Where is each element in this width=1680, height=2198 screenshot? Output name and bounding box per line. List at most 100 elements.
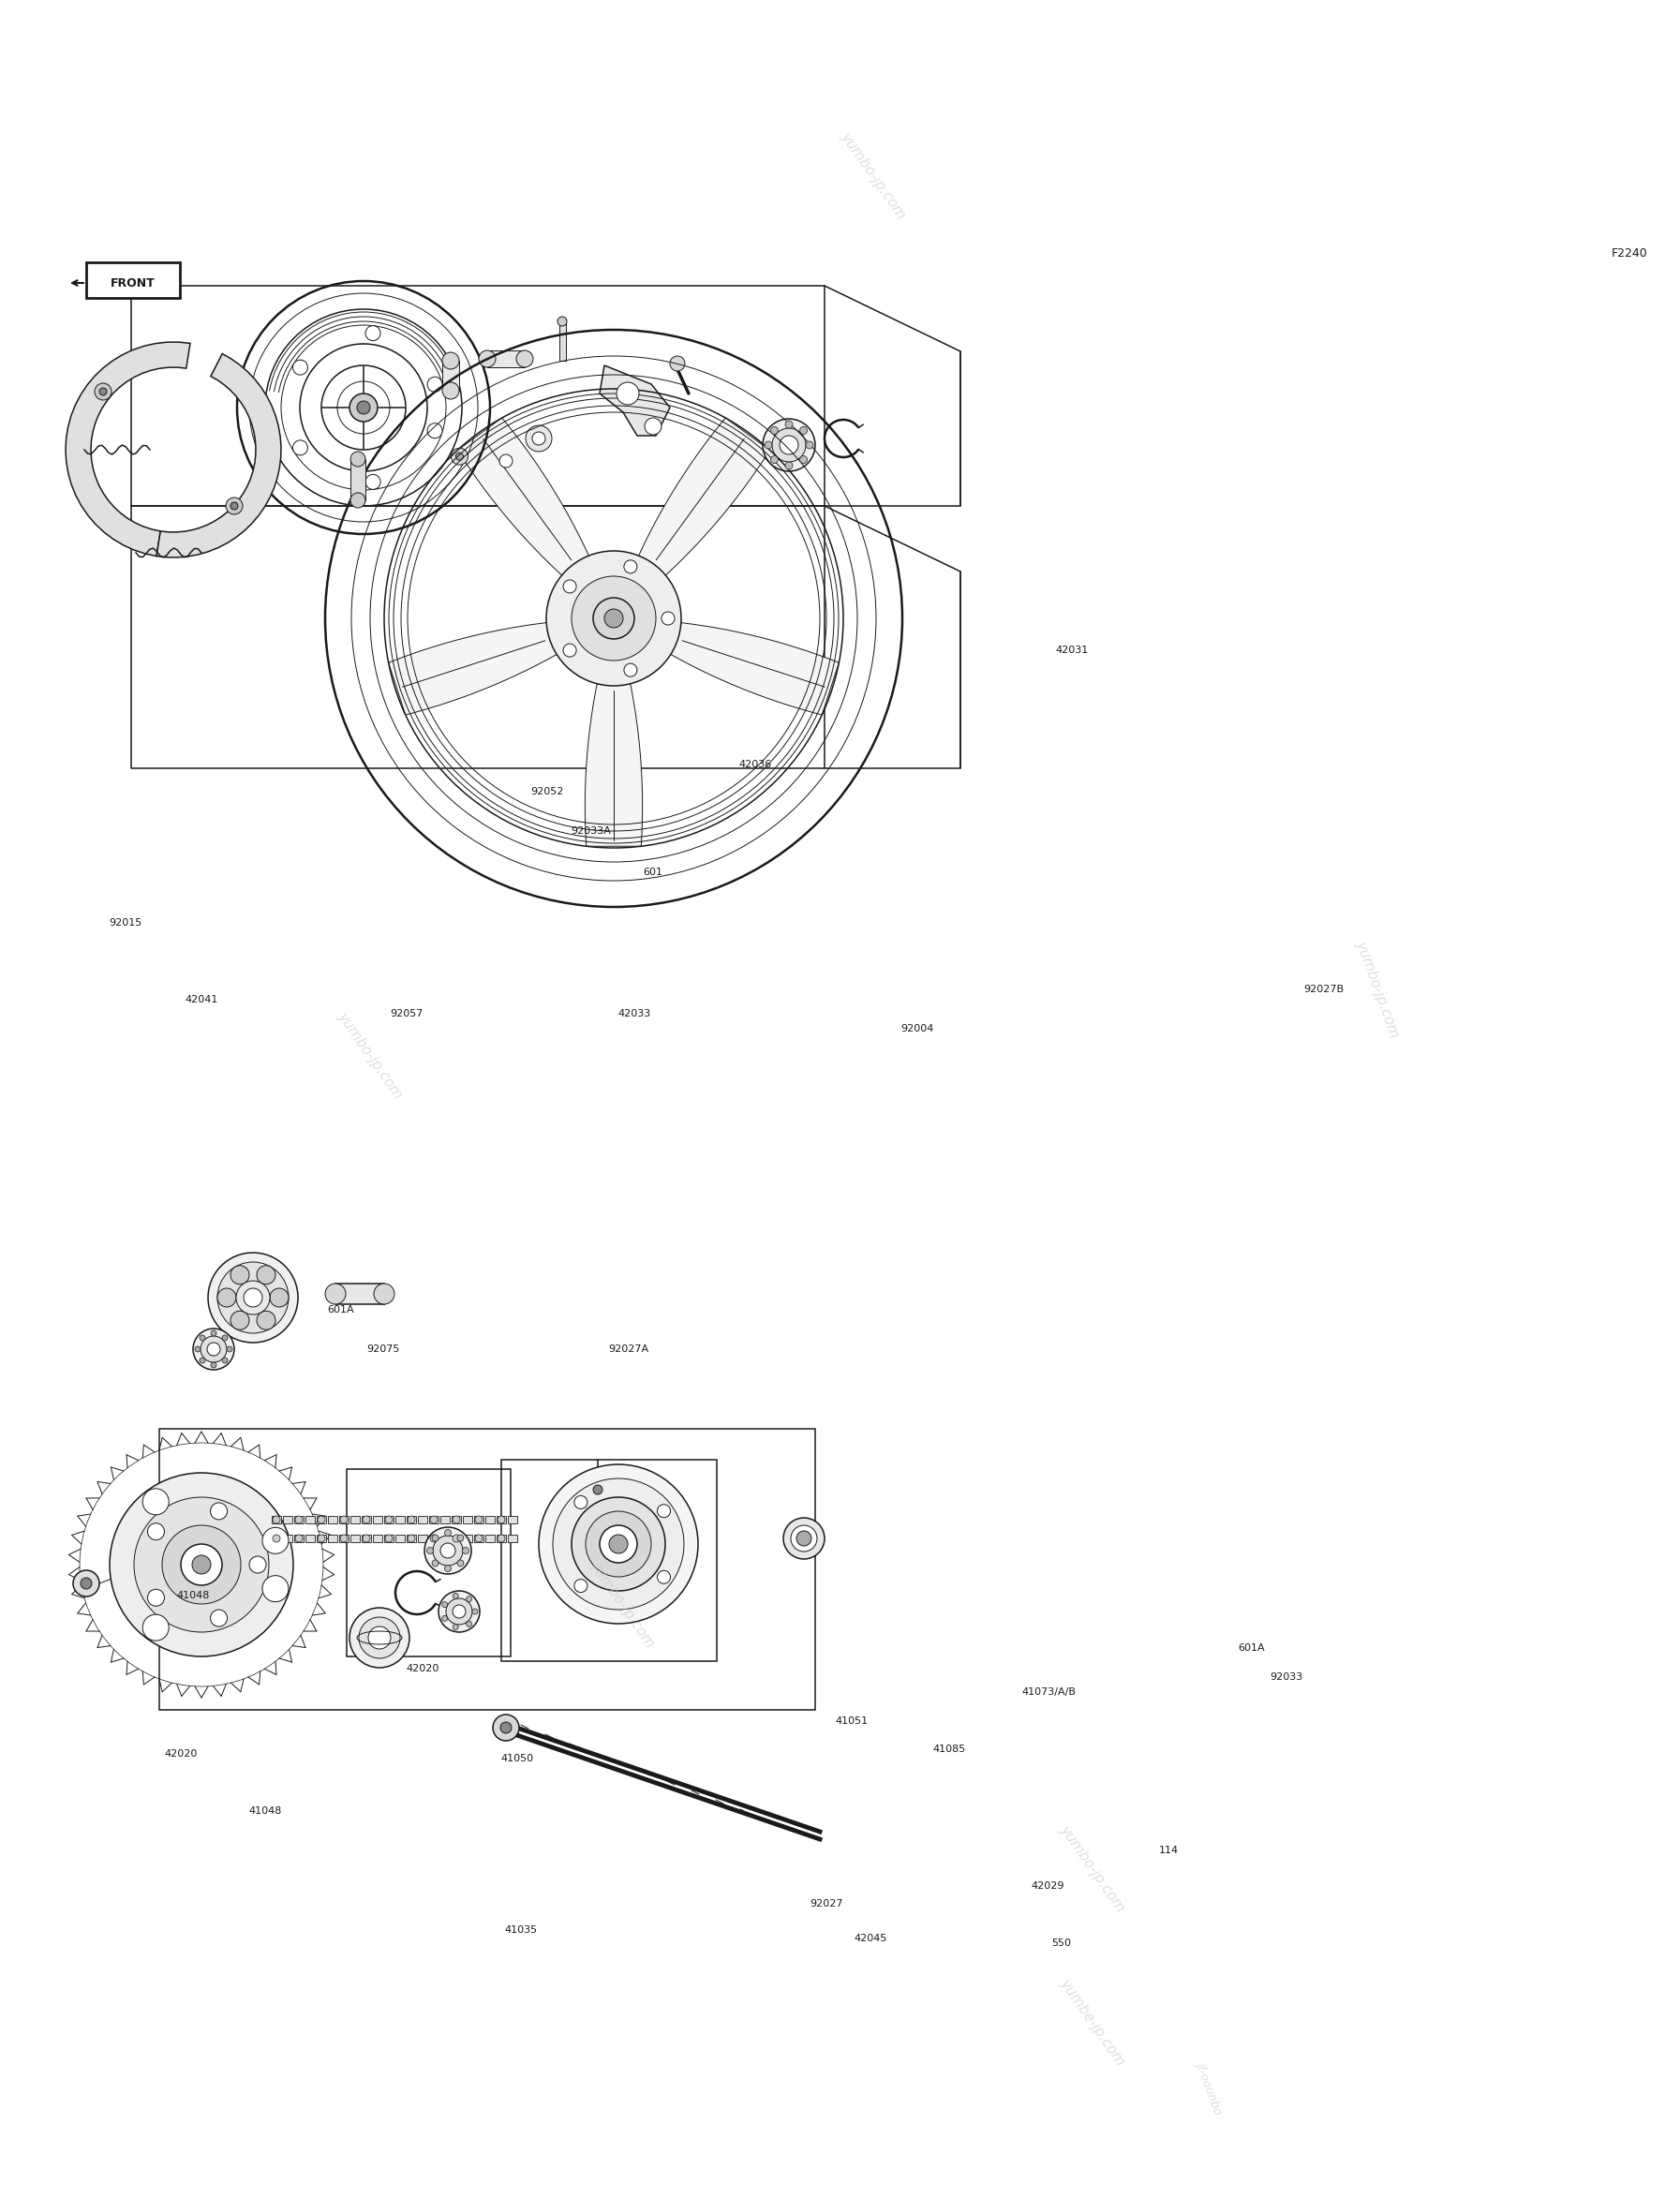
Text: FRONT: FRONT <box>111 277 156 290</box>
Circle shape <box>442 382 459 400</box>
Circle shape <box>262 1528 289 1554</box>
Polygon shape <box>670 622 838 714</box>
Circle shape <box>208 1253 297 1343</box>
Circle shape <box>249 1556 265 1574</box>
Circle shape <box>670 356 685 371</box>
Circle shape <box>492 1714 519 1741</box>
Bar <box>361 1517 371 1523</box>
Circle shape <box>360 1618 400 1657</box>
Circle shape <box>193 1328 234 1369</box>
Polygon shape <box>66 343 190 556</box>
Polygon shape <box>388 622 556 714</box>
Bar <box>306 1534 314 1543</box>
Circle shape <box>264 453 270 459</box>
Circle shape <box>81 1578 92 1589</box>
Circle shape <box>257 1310 276 1330</box>
Text: 92033: 92033 <box>1270 1673 1304 1681</box>
Polygon shape <box>600 365 670 435</box>
Circle shape <box>237 1281 270 1314</box>
Text: 601A: 601A <box>1238 1644 1265 1653</box>
Circle shape <box>800 426 808 435</box>
Circle shape <box>457 1534 464 1541</box>
Circle shape <box>785 462 793 470</box>
Circle shape <box>427 1547 433 1554</box>
Circle shape <box>438 1591 480 1633</box>
Circle shape <box>432 1561 438 1567</box>
Circle shape <box>563 644 576 657</box>
Circle shape <box>207 1343 220 1356</box>
Circle shape <box>497 1534 506 1543</box>
Circle shape <box>454 1624 459 1631</box>
Circle shape <box>539 1464 699 1624</box>
Bar <box>318 1534 326 1543</box>
Circle shape <box>445 1598 472 1624</box>
Circle shape <box>546 552 680 686</box>
Circle shape <box>222 1358 228 1363</box>
Circle shape <box>452 448 469 466</box>
Text: 41048: 41048 <box>249 1807 282 1816</box>
Bar <box>306 1517 314 1523</box>
Circle shape <box>210 1503 227 1519</box>
Circle shape <box>272 1534 281 1543</box>
Text: 92075: 92075 <box>366 1345 400 1354</box>
Circle shape <box>318 1517 326 1523</box>
Text: 92052: 92052 <box>531 787 564 796</box>
Circle shape <box>200 1358 205 1363</box>
Circle shape <box>440 1543 455 1558</box>
Text: yumbo-jp.com: yumbo-jp.com <box>1354 939 1401 1040</box>
Circle shape <box>181 1543 222 1585</box>
Bar <box>442 360 459 391</box>
Circle shape <box>479 349 496 367</box>
Circle shape <box>553 1479 684 1609</box>
Text: 42020: 42020 <box>407 1664 440 1673</box>
Circle shape <box>296 1517 302 1523</box>
Circle shape <box>200 1336 227 1363</box>
Text: 41048: 41048 <box>176 1591 210 1600</box>
Bar <box>339 1517 348 1523</box>
Circle shape <box>351 451 366 466</box>
Circle shape <box>457 1561 464 1567</box>
Circle shape <box>74 1569 99 1596</box>
Circle shape <box>217 1262 289 1334</box>
Text: yumbo-jp.com: yumbo-jp.com <box>838 130 909 222</box>
Bar <box>497 1517 506 1523</box>
Bar <box>385 1534 393 1543</box>
Bar <box>385 1517 393 1523</box>
Circle shape <box>427 424 442 437</box>
Circle shape <box>375 1284 395 1303</box>
Polygon shape <box>638 418 769 576</box>
Circle shape <box>575 1495 588 1508</box>
Bar <box>336 1284 385 1303</box>
Circle shape <box>445 1530 452 1536</box>
Circle shape <box>662 611 675 624</box>
Circle shape <box>442 352 459 369</box>
Circle shape <box>475 1517 482 1523</box>
Circle shape <box>771 426 778 435</box>
Circle shape <box>195 1347 200 1352</box>
Bar <box>160 1429 815 1710</box>
Bar <box>559 319 566 360</box>
Circle shape <box>432 1534 438 1541</box>
Text: yumbo-jp.com: yumbo-jp.com <box>1057 1822 1127 1914</box>
Bar <box>418 1534 427 1543</box>
Text: 41085: 41085 <box>932 1745 966 1754</box>
Text: 114: 114 <box>1159 1846 1179 1855</box>
Circle shape <box>526 426 551 451</box>
Circle shape <box>326 1284 346 1303</box>
Bar <box>318 1517 326 1523</box>
Circle shape <box>134 1497 269 1633</box>
Circle shape <box>764 442 773 448</box>
Bar <box>351 1534 360 1543</box>
Bar <box>328 1534 338 1543</box>
Text: 42033: 42033 <box>618 1009 652 1018</box>
Circle shape <box>791 1525 816 1552</box>
Circle shape <box>257 1266 276 1284</box>
Circle shape <box>143 1488 170 1514</box>
Circle shape <box>571 576 655 662</box>
Circle shape <box>558 317 566 325</box>
Text: 92027A: 92027A <box>608 1345 648 1354</box>
Circle shape <box>600 1525 637 1563</box>
Bar <box>328 1517 338 1523</box>
Circle shape <box>161 1525 240 1605</box>
Circle shape <box>455 453 464 459</box>
